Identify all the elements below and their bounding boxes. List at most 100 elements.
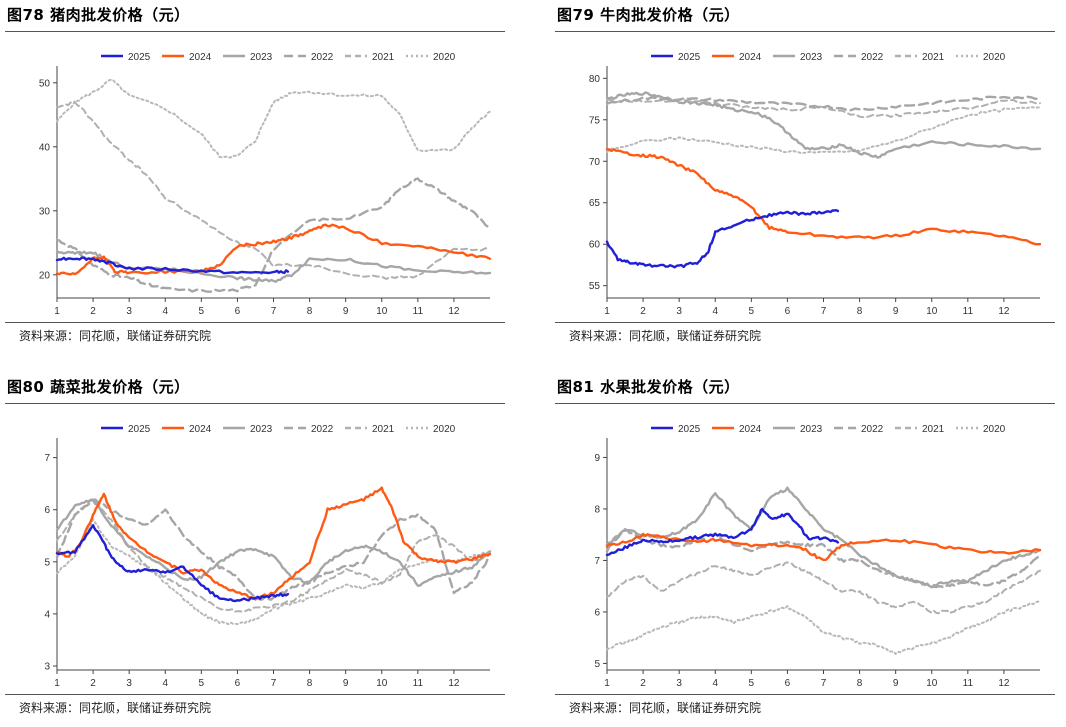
x-tick-label: 2	[90, 678, 96, 689]
title-rule	[5, 31, 505, 32]
y-tick-label: 7	[44, 453, 50, 464]
panel-pork: 图78 猪肉批发价格（元） 20 30 40 50 1 2 3 4 5 6 7 8 9 10 11 12 202…	[5, 0, 513, 355]
legend-item-2024: 2024	[162, 424, 212, 435]
x-tick-label: 7	[821, 678, 827, 689]
legend-item-2022: 2022	[834, 424, 884, 435]
x-tick-label: 11	[413, 306, 424, 317]
series-line-2025	[605, 208, 840, 269]
series-line-2023	[605, 91, 1042, 159]
x-tick-label: 2	[90, 306, 96, 317]
legend-item-2022: 2022	[284, 52, 334, 63]
x-tick-label: 10	[926, 306, 938, 317]
legend-label: 2025	[128, 52, 151, 63]
x-tick-label: 8	[857, 306, 863, 317]
series-line-2020	[56, 518, 491, 626]
legend-item-2025: 2025	[651, 52, 701, 63]
x-tick-label: 8	[307, 678, 313, 689]
x-tick-label: 6	[785, 678, 791, 689]
x-tick-label: 4	[712, 306, 718, 317]
title-rule	[555, 403, 1055, 404]
y-tick-label: 30	[39, 206, 51, 217]
legend-label: 2022	[861, 424, 884, 435]
x-tick-label: 8	[857, 678, 863, 689]
chart-title: 图78 猪肉批发价格（元）	[7, 6, 190, 24]
series-line-2020	[606, 106, 1041, 154]
x-tick-label: 8	[307, 306, 313, 317]
x-tick-label: 6	[785, 306, 791, 317]
x-tick-label: 10	[376, 678, 388, 689]
series-line-2020	[56, 78, 491, 159]
series-line-2022	[55, 498, 492, 601]
y-tick-label: 50	[39, 78, 51, 89]
legend-label: 2022	[311, 52, 334, 63]
series-line-2024	[55, 223, 492, 276]
legend-item-2023: 2023	[223, 424, 273, 435]
x-tick-label: 11	[413, 678, 424, 689]
series-line-2024	[605, 147, 1042, 246]
y-tick-label: 5	[44, 557, 50, 568]
legend-label: 2024	[189, 52, 212, 63]
x-tick-label: 2	[640, 306, 646, 317]
panel-beef: 图79 牛肉批发价格（元） 55 60 65 70 75 80 1 2 3 4 5 6 7 8 9 10 11 1…	[555, 0, 1063, 355]
legend-item-2025: 2025	[101, 424, 151, 435]
x-tick-label: 7	[271, 678, 277, 689]
x-tick-label: 5	[199, 306, 205, 317]
y-tick-label: 60	[589, 240, 601, 251]
legend-item-2020: 2020	[956, 52, 1006, 63]
legend-item-2024: 2024	[712, 52, 762, 63]
legend-item-2021: 2021	[895, 424, 945, 435]
legend-item-2025: 2025	[101, 52, 151, 63]
legend-label: 2023	[250, 424, 273, 435]
source-note: 资料来源：同花顺，联储证券研究院	[19, 329, 212, 343]
legend-label: 2024	[739, 52, 762, 63]
series-line-2021	[606, 561, 1041, 615]
legend-item-2023: 2023	[773, 52, 823, 63]
legend-label: 2024	[189, 424, 212, 435]
legend-label: 2020	[983, 424, 1006, 435]
legend-item-2025: 2025	[651, 424, 701, 435]
x-tick-label: 1	[604, 678, 610, 689]
y-tick-label: 5	[594, 659, 600, 670]
series-line-2024	[55, 486, 492, 601]
source-rule	[555, 322, 1055, 323]
y-tick-label: 70	[589, 157, 601, 168]
x-tick-label: 12	[998, 678, 1010, 689]
legend-item-2021: 2021	[345, 52, 395, 63]
title-rule	[555, 31, 1055, 32]
legend-label: 2020	[983, 52, 1006, 63]
x-tick-label: 5	[199, 678, 205, 689]
y-tick-label: 20	[39, 270, 51, 281]
legend-label: 2023	[800, 52, 823, 63]
series-line-2021	[56, 101, 491, 280]
x-tick-label: 10	[376, 306, 388, 317]
x-tick-label: 4	[162, 306, 168, 317]
legend-item-2024: 2024	[712, 424, 762, 435]
x-tick-label: 4	[162, 678, 168, 689]
legend-item-2023: 2023	[773, 424, 823, 435]
x-tick-label: 12	[998, 306, 1010, 317]
source-rule	[555, 694, 1055, 695]
x-tick-label: 9	[893, 306, 899, 317]
legend-label: 2021	[922, 424, 945, 435]
legend-item-2020: 2020	[956, 424, 1006, 435]
series-line-2025	[55, 523, 290, 603]
x-tick-label: 5	[749, 678, 755, 689]
x-tick-label: 3	[126, 678, 132, 689]
series-line-2023	[55, 498, 492, 587]
x-tick-label: 1	[54, 306, 60, 317]
legend-item-2020: 2020	[406, 52, 456, 63]
x-tick-label: 3	[126, 306, 132, 317]
legend-item-2022: 2022	[284, 424, 334, 435]
x-tick-label: 1	[54, 678, 60, 689]
series-line-2020	[606, 600, 1041, 655]
x-tick-label: 10	[926, 678, 938, 689]
y-tick-label: 7	[594, 556, 600, 567]
chart-title: 图80 蔬菜批发价格（元）	[7, 378, 190, 396]
x-tick-label: 11	[963, 306, 974, 317]
series-line-2023	[605, 486, 1042, 589]
x-tick-label: 9	[343, 306, 349, 317]
legend-item-2022: 2022	[834, 52, 884, 63]
